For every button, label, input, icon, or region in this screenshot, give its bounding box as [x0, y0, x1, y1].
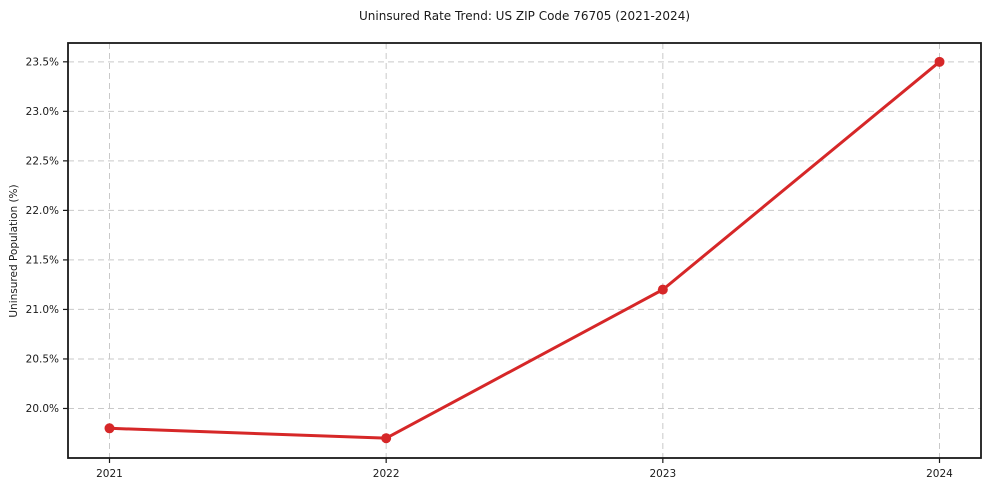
y-tick-label: 21.5% — [26, 254, 59, 266]
data-point-2024 — [934, 56, 945, 67]
data-point-2023 — [657, 284, 668, 295]
y-tick-label: 23.0% — [26, 106, 59, 118]
y-tick-label: 21.0% — [26, 304, 59, 316]
plot-border — [67, 42, 982, 459]
y-tick-label: 20.5% — [26, 353, 59, 365]
x-tick-label: 2024 — [926, 468, 953, 480]
trend-line — [108, 60, 941, 440]
x-tick-label: 2022 — [373, 468, 400, 480]
x-tick-label: 2023 — [649, 468, 676, 480]
data-point-2021 — [104, 423, 115, 434]
y-tick-label: 23.5% — [26, 56, 59, 68]
x-tick-label: 2021 — [96, 468, 123, 480]
y-tick-label: 22.5% — [26, 155, 59, 167]
y-tick-label: 22.0% — [26, 205, 59, 217]
data-point-2022 — [381, 433, 392, 444]
chart-title: Uninsured Rate Trend: US ZIP Code 76705 … — [358, 9, 691, 23]
y-tick-label: 20.0% — [26, 403, 59, 415]
